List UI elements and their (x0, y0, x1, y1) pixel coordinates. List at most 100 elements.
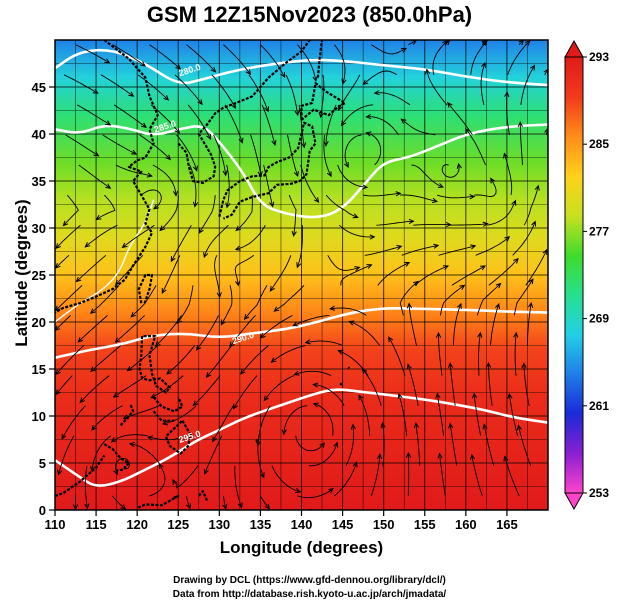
streamline (123, 405, 160, 420)
streamline-arrow (159, 225, 166, 232)
streamline-arrow (273, 306, 280, 312)
streamline-arrow (197, 99, 203, 106)
streamline (75, 44, 110, 64)
streamline-arrow (435, 331, 442, 338)
streamline-arrow (513, 257, 519, 264)
coastline-segment (316, 40, 324, 78)
streamline-arrow (503, 152, 509, 159)
colorbar: 253 261 269 277 285 293 (564, 39, 609, 511)
x-tick-label: 140 (291, 517, 313, 532)
streamline (525, 249, 548, 286)
streamline (84, 465, 88, 509)
streamline (76, 254, 107, 282)
streamline (159, 195, 179, 231)
streamline (198, 195, 216, 234)
streamline (413, 224, 451, 226)
streamline-arrow (206, 134, 211, 141)
streamline-arrow (55, 243, 61, 250)
colorbar-body (564, 56, 584, 494)
streamline-arrow (456, 302, 462, 309)
colorbar-bottom-triangle (564, 492, 584, 511)
streamline (340, 264, 372, 286)
streamline (260, 44, 285, 78)
streamline-arrow (229, 341, 235, 348)
streamline (514, 332, 517, 376)
streamline-arrow (404, 262, 411, 267)
y-tick-label: 35 (32, 174, 46, 189)
streamline (334, 462, 358, 497)
coastline-segment (152, 410, 175, 422)
streamline (438, 245, 476, 256)
streamline (308, 442, 338, 467)
streamline-arrow (112, 392, 119, 398)
coastline-segment (339, 382, 343, 386)
streamline-arrow (350, 423, 356, 430)
streamline-arrow (175, 64, 182, 70)
streamline-arrow (84, 242, 91, 248)
x-tick-label: 115 (86, 517, 107, 532)
streamline-arrow (362, 79, 369, 86)
streamline (426, 69, 448, 106)
streamline (287, 134, 299, 177)
streamline (507, 40, 531, 75)
streamline (193, 375, 221, 406)
streamline-arrow (257, 170, 263, 178)
streamline-arrow (205, 372, 212, 378)
streamline (58, 435, 75, 475)
streamline (439, 453, 446, 496)
x-tick-label: 165 (496, 517, 518, 532)
streamline-arrow (292, 321, 299, 327)
streamline-arrow (448, 422, 454, 429)
streamline (447, 102, 473, 136)
streamline-arrow (225, 202, 231, 209)
streamline (480, 62, 486, 105)
streamline (399, 281, 419, 316)
streamline (362, 368, 382, 406)
streamline-arrow (77, 337, 84, 343)
streamline (130, 285, 157, 318)
streamline (235, 224, 266, 250)
streamline-arrow (131, 149, 138, 155)
streamline (206, 345, 233, 378)
streamline-arrow (92, 88, 99, 94)
streamline (313, 403, 334, 436)
streamline-arrow (470, 244, 477, 250)
coastline-segment (347, 366, 351, 369)
streamline (474, 178, 497, 197)
streamline-arrow (170, 256, 176, 263)
streamline (488, 363, 493, 406)
streamline (366, 116, 399, 136)
streamline (297, 488, 334, 499)
streamline (204, 435, 223, 474)
streamline-arrow (352, 461, 358, 468)
streamline (407, 364, 419, 406)
streamline-arrow (270, 357, 277, 363)
y-tick-label: 25 (32, 268, 46, 283)
streamline (220, 285, 233, 325)
streamline (149, 44, 181, 70)
streamline-arrow (524, 40, 531, 46)
streamline (234, 465, 243, 508)
streamline (55, 284, 83, 311)
streamline (90, 345, 121, 372)
streamline-arrow (235, 280, 241, 287)
streamline-arrow (128, 91, 135, 97)
streamline (436, 393, 445, 436)
streamline (376, 220, 414, 226)
streamline-arrow (238, 137, 244, 144)
streamline-arrow (431, 197, 439, 204)
streamline (214, 255, 221, 298)
y-tick-label: 45 (32, 80, 46, 95)
streamline (250, 134, 262, 177)
streamline (186, 44, 216, 73)
x-tick-label: 155 (414, 517, 436, 532)
streamline-arrow (480, 265, 487, 271)
streamline-arrow (447, 362, 454, 369)
streamline-arrow (516, 424, 522, 431)
streamline-arrow (465, 127, 471, 134)
streamline-arrow (93, 151, 100, 157)
streamline-arrow (295, 488, 302, 494)
streamline (78, 164, 111, 189)
streamline-arrow (269, 285, 275, 292)
streamline (112, 495, 126, 510)
